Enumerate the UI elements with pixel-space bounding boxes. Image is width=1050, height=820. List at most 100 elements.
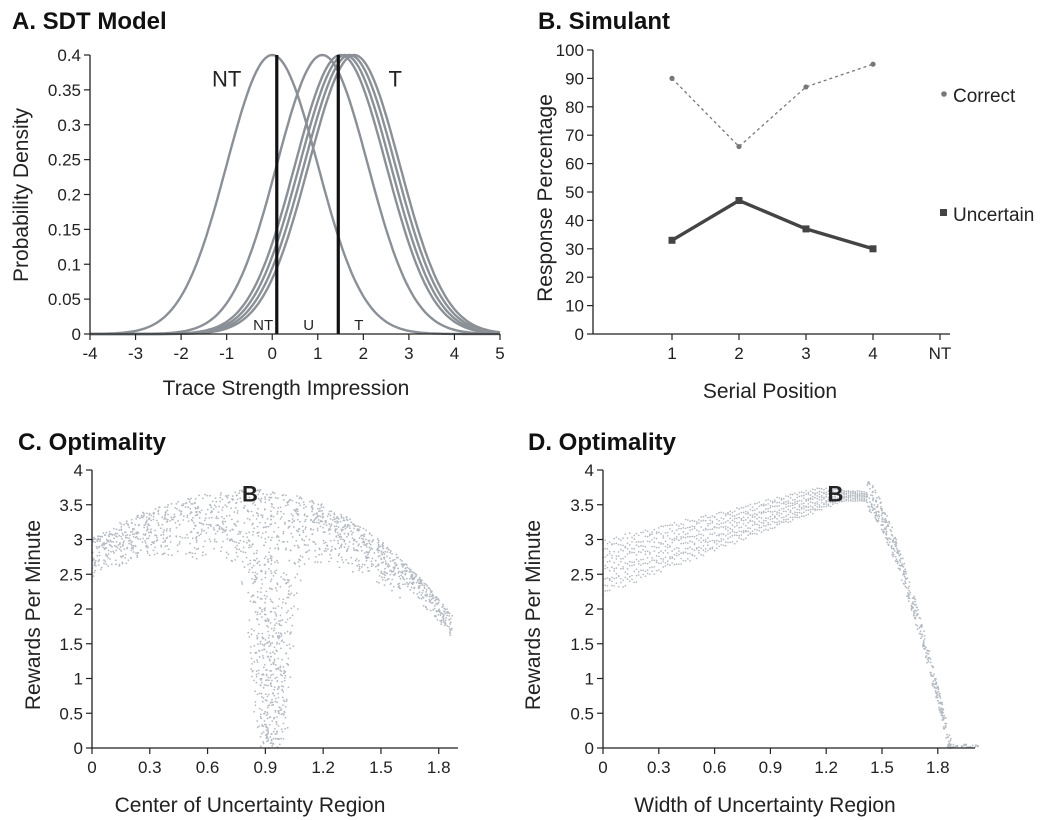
scatter-point	[377, 539, 380, 542]
panel-c-y-tick-label: 0	[74, 739, 83, 758]
scatter-point	[834, 502, 836, 504]
scatter-point	[236, 510, 239, 512]
scatter-point	[271, 745, 274, 747]
scatter-point	[286, 726, 289, 729]
scatter-point	[230, 507, 233, 510]
scatter-point	[604, 590, 607, 592]
scatter-point	[438, 610, 440, 613]
scatter-point	[724, 525, 727, 528]
scatter-point	[843, 493, 845, 496]
panel-a-x-tick-label: 3	[404, 344, 413, 363]
scatter-point	[617, 555, 620, 557]
scatter-point	[653, 566, 656, 568]
scatter-point	[290, 607, 293, 610]
scatter-point	[255, 557, 258, 560]
scatter-point	[620, 557, 622, 560]
scatter-point	[871, 494, 874, 497]
scatter-point	[778, 512, 781, 514]
scatter-point	[283, 700, 286, 703]
scatter-point	[722, 518, 725, 520]
scatter-point	[890, 530, 893, 533]
scatter-point	[260, 536, 263, 539]
scatter-point	[380, 576, 383, 579]
scatter-point	[259, 613, 262, 615]
scatter-point	[684, 533, 687, 536]
scatter-point	[691, 528, 694, 531]
scatter-point	[367, 569, 370, 572]
panel-a-y-tick-label: 0.05	[48, 290, 81, 309]
scatter-point	[179, 535, 181, 538]
scatter-point	[644, 550, 647, 553]
scatter-point	[820, 494, 823, 497]
scatter-point	[738, 513, 741, 515]
scatter-point	[382, 561, 385, 564]
scatter-point	[729, 536, 732, 538]
scatter-point	[143, 526, 146, 529]
scatter-point	[251, 577, 253, 580]
scatter-point	[167, 513, 169, 516]
scatter-point	[861, 497, 863, 499]
scatter-point	[129, 539, 132, 542]
scatter-point	[691, 548, 694, 550]
scatter-point	[425, 590, 427, 593]
scatter-point	[99, 535, 102, 538]
scatter-point	[110, 540, 113, 543]
scatter-point	[259, 489, 262, 491]
scatter-point	[791, 518, 794, 521]
scatter-point	[289, 676, 292, 679]
scatter-point	[181, 537, 184, 539]
scatter-point	[298, 534, 301, 536]
scatter-point	[820, 487, 823, 490]
scatter-point	[339, 535, 342, 538]
scatter-point	[146, 546, 148, 549]
scatter-point	[153, 553, 156, 556]
scatter-point	[322, 539, 325, 542]
scatter-point	[847, 496, 850, 499]
scatter-point	[718, 519, 720, 522]
scatter-point	[798, 499, 801, 502]
scatter-point	[260, 692, 263, 695]
scatter-point	[93, 571, 96, 574]
scatter-point	[785, 503, 787, 506]
scatter-point	[426, 608, 429, 611]
scatter-point	[401, 563, 404, 565]
scatter-point	[170, 502, 173, 505]
scatter-point	[211, 500, 214, 503]
scatter-point	[952, 745, 955, 748]
scatter-point	[283, 679, 286, 682]
scatter-point	[653, 545, 656, 548]
scatter-point	[250, 595, 253, 598]
panel-a-y-tick-label: 0.25	[48, 151, 81, 170]
scatter-point	[892, 555, 895, 558]
scatter-point	[178, 523, 181, 526]
scatter-point	[287, 581, 289, 584]
scatter-point	[164, 539, 167, 542]
scatter-point	[847, 494, 850, 496]
scatter-point	[720, 517, 723, 519]
scatter-point	[231, 495, 234, 497]
scatter-point	[286, 540, 289, 543]
scatter-point	[187, 497, 189, 500]
scatter-point	[807, 499, 810, 502]
scatter-point	[276, 737, 279, 740]
scatter-point	[809, 511, 812, 513]
scatter-point	[794, 513, 796, 516]
scatter-point	[270, 523, 273, 525]
scatter-point	[934, 689, 937, 692]
scatter-point	[264, 734, 267, 737]
scatter-point	[742, 519, 745, 522]
scatter-point	[122, 534, 125, 536]
scatter-point	[753, 528, 756, 531]
scatter-point	[889, 538, 892, 541]
scatter-point	[342, 538, 344, 541]
scatter-point	[637, 570, 640, 573]
scatter-point	[282, 572, 285, 574]
panel-d-y-tick-label: 3	[585, 531, 594, 550]
scatter-point	[747, 504, 749, 507]
scatter-point	[265, 525, 268, 528]
scatter-point	[753, 516, 756, 518]
scatter-point	[869, 494, 872, 496]
scatter-point	[167, 553, 170, 556]
scatter-point	[611, 576, 613, 579]
scatter-point	[698, 519, 700, 521]
